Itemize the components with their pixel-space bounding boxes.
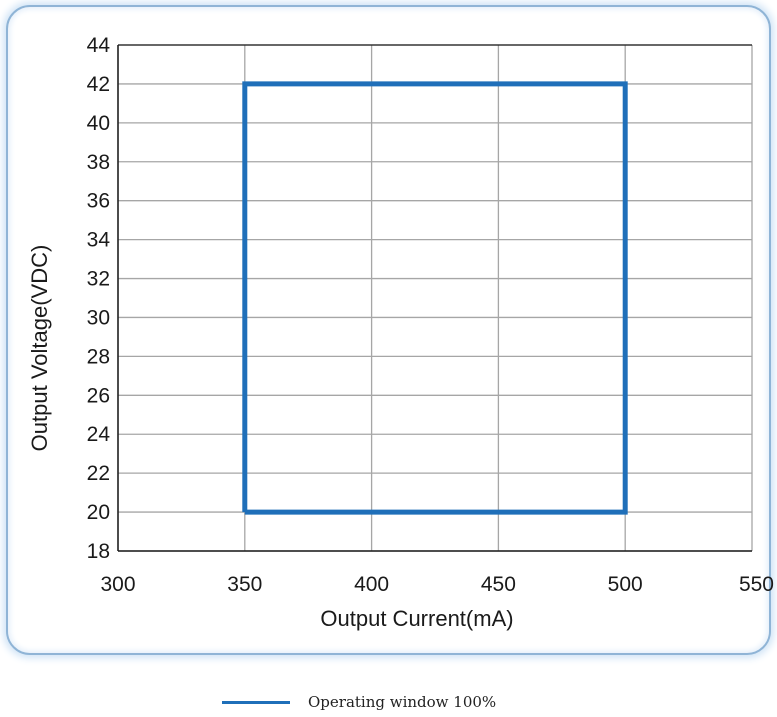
y-tick-label: 20: [87, 501, 110, 524]
x-tick-label: 500: [608, 573, 643, 596]
y-tick-label: 34: [87, 229, 111, 252]
y-tick-label: 44: [87, 34, 111, 57]
grid: [117, 44, 753, 552]
y-tick-label: 24: [87, 423, 111, 446]
y-tick-label: 30: [87, 306, 110, 329]
x-tick-label: 550: [739, 573, 774, 596]
legend-label: Operating window 100%: [308, 693, 497, 711]
x-tick-label: 400: [354, 573, 389, 596]
series-line-operating-window: [242, 81, 628, 515]
x-tick-labels: 300 350 400 450 500 550: [100, 573, 774, 596]
y-tick-label: 38: [87, 151, 110, 174]
x-axis-title: Output Current(mA): [320, 606, 513, 631]
legend: Operating window 100%: [222, 690, 496, 714]
x-tick-label: 350: [227, 573, 262, 596]
y-tick-label: 42: [87, 73, 110, 96]
y-tick-label: 36: [87, 190, 110, 213]
y-tick-label: 22: [87, 462, 110, 485]
legend-swatch: [222, 700, 290, 704]
y-tick-label: 40: [87, 112, 110, 135]
y-tick-label: 32: [87, 268, 110, 291]
y-tick-label: 18: [87, 540, 110, 563]
series-layer: [242, 81, 628, 515]
y-tick-label: 26: [87, 384, 110, 407]
x-tick-label: 300: [100, 573, 135, 596]
y-tick-label: 28: [87, 345, 110, 368]
axes: [117, 44, 752, 552]
y-axis-title: Output Voltage(VDC): [27, 245, 52, 452]
x-tick-label: 450: [481, 573, 516, 596]
y-tick-labels: 18 20 22 24 26 28 30 32 34 36 38 40 42 44: [87, 34, 111, 563]
chart-panel: [6, 5, 771, 655]
